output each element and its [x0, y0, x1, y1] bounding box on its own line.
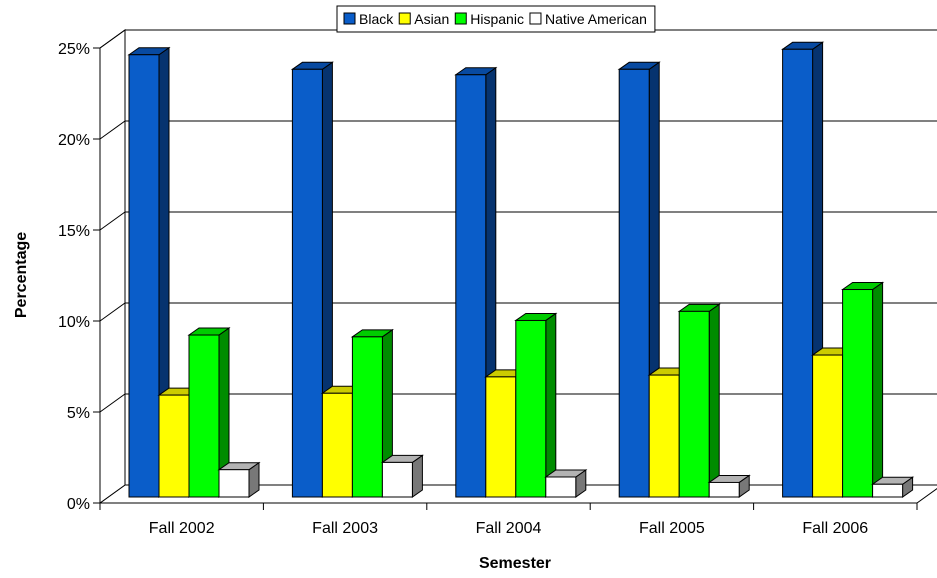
gridline — [99, 120, 937, 140]
bar-front — [455, 74, 487, 498]
legend: Black Asian Hispanic Native American — [336, 5, 656, 33]
bar-front — [515, 319, 547, 498]
bar-native-american — [871, 476, 915, 498]
x-tick-label: Fall 2003 — [312, 520, 378, 537]
legend-swatch — [529, 12, 542, 25]
legend-label: Native American — [545, 11, 647, 27]
bar-front — [381, 461, 413, 498]
legend-label: Asian — [414, 11, 449, 27]
bar-front — [812, 354, 844, 498]
bar-native-american — [217, 461, 261, 498]
bar-front — [188, 334, 220, 498]
bar-front — [842, 289, 874, 498]
bar-front — [872, 483, 904, 498]
bar-side — [872, 281, 884, 498]
bar-front — [782, 48, 814, 498]
bar-front — [648, 374, 680, 498]
legend-label: Black — [359, 11, 394, 27]
bar-front — [351, 336, 383, 498]
legend-swatch — [454, 12, 467, 25]
legend-swatch — [398, 12, 411, 25]
bar-hispanic — [350, 328, 394, 498]
side-wall — [99, 29, 126, 504]
y-tick-label: 10% — [58, 314, 90, 331]
bar-native-american — [380, 454, 424, 498]
gridline — [99, 29, 937, 49]
bar-hispanic — [187, 327, 231, 498]
y-tick-label: 25% — [58, 41, 90, 58]
bar-black — [290, 61, 334, 498]
gridline — [99, 302, 937, 322]
bar-front — [128, 54, 160, 498]
bar-front — [321, 392, 353, 498]
bar-black — [127, 46, 171, 498]
y-tick-label: 20% — [58, 132, 90, 149]
bar-front — [485, 376, 517, 498]
x-tick-label: Fall 2005 — [639, 520, 705, 537]
legend-swatch — [343, 12, 356, 25]
bar-hispanic — [841, 281, 885, 498]
bar-front — [158, 394, 190, 498]
legend-label: Hispanic — [470, 11, 524, 27]
bar-front — [218, 469, 250, 498]
bar-side — [708, 303, 720, 498]
y-tick-label: 0% — [67, 496, 90, 513]
x-tick-label: Fall 2004 — [476, 520, 542, 537]
axes — [93, 47, 918, 510]
x-tick-labels: Fall 2002 Fall 2003 Fall 2004 Fall 2005 Fall… — [149, 520, 869, 537]
legend-box — [336, 5, 656, 33]
bar-native-american — [707, 474, 751, 498]
y-tick-label: 15% — [58, 223, 90, 240]
y-tick-labels: 0% 5% 10% 15% 20% 25% — [58, 41, 90, 513]
bars — [127, 41, 915, 498]
bar-hispanic — [514, 312, 558, 498]
y-axis-title: Percentage — [13, 232, 30, 318]
bar-front — [291, 68, 323, 498]
x-tick-label: Fall 2002 — [149, 520, 215, 537]
bar-native-american — [544, 469, 588, 498]
bar-side — [545, 312, 557, 498]
bar-front — [618, 68, 650, 498]
x-tick-label: Fall 2006 — [802, 520, 868, 537]
bar-hispanic — [677, 303, 721, 498]
y-tick-label: 5% — [67, 405, 90, 422]
bar-front — [678, 310, 710, 498]
bar-front — [708, 481, 740, 498]
x-axis-title: Semester — [479, 555, 551, 572]
gridline — [99, 211, 937, 231]
bar-front — [545, 476, 577, 498]
